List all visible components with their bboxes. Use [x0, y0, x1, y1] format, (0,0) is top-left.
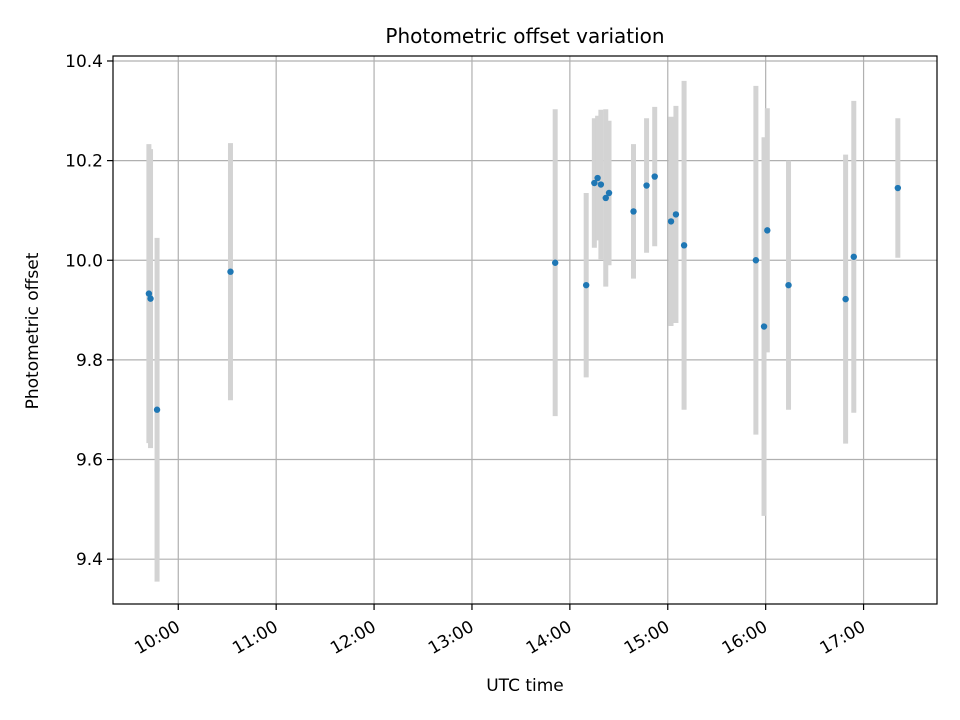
- data-point: [591, 179, 598, 187]
- data-point: [760, 323, 768, 330]
- y-tick-label: 9.4: [76, 550, 103, 570]
- x-axis-label: UTC time: [486, 676, 564, 696]
- data-point: [667, 218, 675, 225]
- data-point: [894, 184, 902, 192]
- data-point: [764, 227, 771, 234]
- x-tick-label: 14:00: [523, 617, 575, 659]
- data-point: [594, 174, 601, 182]
- y-tick-label: 9.6: [76, 451, 103, 471]
- data-point: [602, 194, 609, 202]
- data-point: [227, 268, 234, 275]
- chart-title: Photometric offset variation: [385, 24, 664, 48]
- y-tick-label: 10.0: [65, 251, 103, 271]
- data-points: [145, 173, 902, 413]
- data-point: [597, 181, 605, 188]
- y-axis-ticks: 9.4 9.6 9.8 10.0 10.2 10.4: [65, 52, 113, 570]
- data-point: [605, 189, 613, 197]
- y-tick-label: 10.2: [65, 152, 103, 172]
- data-point: [672, 211, 680, 218]
- plot-frame: [112, 55, 938, 605]
- x-tick-label: 10:00: [131, 617, 183, 659]
- data-point: [630, 208, 637, 215]
- x-tick-label: 13:00: [425, 617, 477, 659]
- x-axis-ticks: 10:00 11:00 12:00 13:00 14:00 15:00 16:00 17:00: [131, 604, 869, 659]
- y-tick-label: 9.8: [76, 351, 103, 371]
- x-tick-label: 11:00: [229, 617, 281, 659]
- x-tick-label: 12:00: [327, 617, 379, 659]
- data-point: [752, 257, 760, 264]
- data-point: [680, 242, 688, 249]
- data-point: [643, 182, 650, 189]
- data-point: [145, 290, 153, 297]
- x-tick-label: 17:00: [817, 617, 869, 659]
- data-point: [850, 253, 857, 260]
- y-tick-label: 10.4: [65, 52, 103, 72]
- data-point: [785, 281, 792, 289]
- data-point: [582, 281, 590, 289]
- data-point: [551, 259, 559, 266]
- x-tick-label: 15:00: [621, 617, 673, 659]
- data-point: [147, 295, 154, 302]
- data-point: [153, 406, 161, 413]
- x-tick-label: 16:00: [719, 617, 771, 659]
- data-point: [842, 295, 849, 303]
- y-axis-label: Photometric offset: [23, 252, 43, 409]
- error-bars: [146, 80, 901, 582]
- data-point: [651, 173, 658, 180]
- grid-lines: [113, 56, 937, 604]
